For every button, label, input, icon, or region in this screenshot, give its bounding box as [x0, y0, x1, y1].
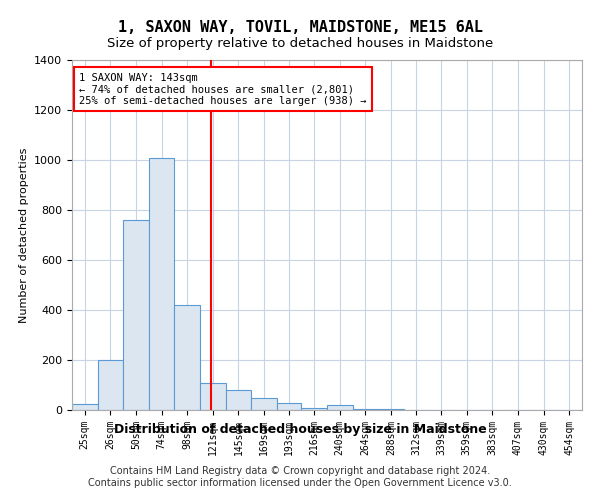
Bar	[353, 409, 378, 410]
Bar	[72, 404, 98, 410]
Bar	[200, 382, 226, 410]
Text: Contains HM Land Registry data © Crown copyright and database right 2024.
Contai: Contains HM Land Registry data © Crown c…	[88, 466, 512, 487]
Y-axis label: Number of detached properties: Number of detached properties	[19, 148, 29, 322]
Bar	[378, 409, 404, 410]
Bar	[98, 360, 123, 410]
Bar	[327, 405, 353, 410]
Text: 1 SAXON WAY: 143sqm
← 74% of detached houses are smaller (2,801)
25% of semi-det: 1 SAXON WAY: 143sqm ← 74% of detached ho…	[79, 72, 367, 106]
Text: Size of property relative to detached houses in Maidstone: Size of property relative to detached ho…	[107, 38, 493, 51]
Bar	[175, 305, 200, 410]
Bar	[149, 158, 175, 410]
Bar	[251, 398, 277, 410]
Bar	[301, 408, 327, 410]
Bar	[226, 390, 251, 410]
Text: Distribution of detached houses by size in Maidstone: Distribution of detached houses by size …	[113, 422, 487, 436]
Text: 1, SAXON WAY, TOVIL, MAIDSTONE, ME15 6AL: 1, SAXON WAY, TOVIL, MAIDSTONE, ME15 6AL	[118, 20, 482, 35]
Bar	[277, 402, 301, 410]
Bar	[123, 220, 149, 410]
